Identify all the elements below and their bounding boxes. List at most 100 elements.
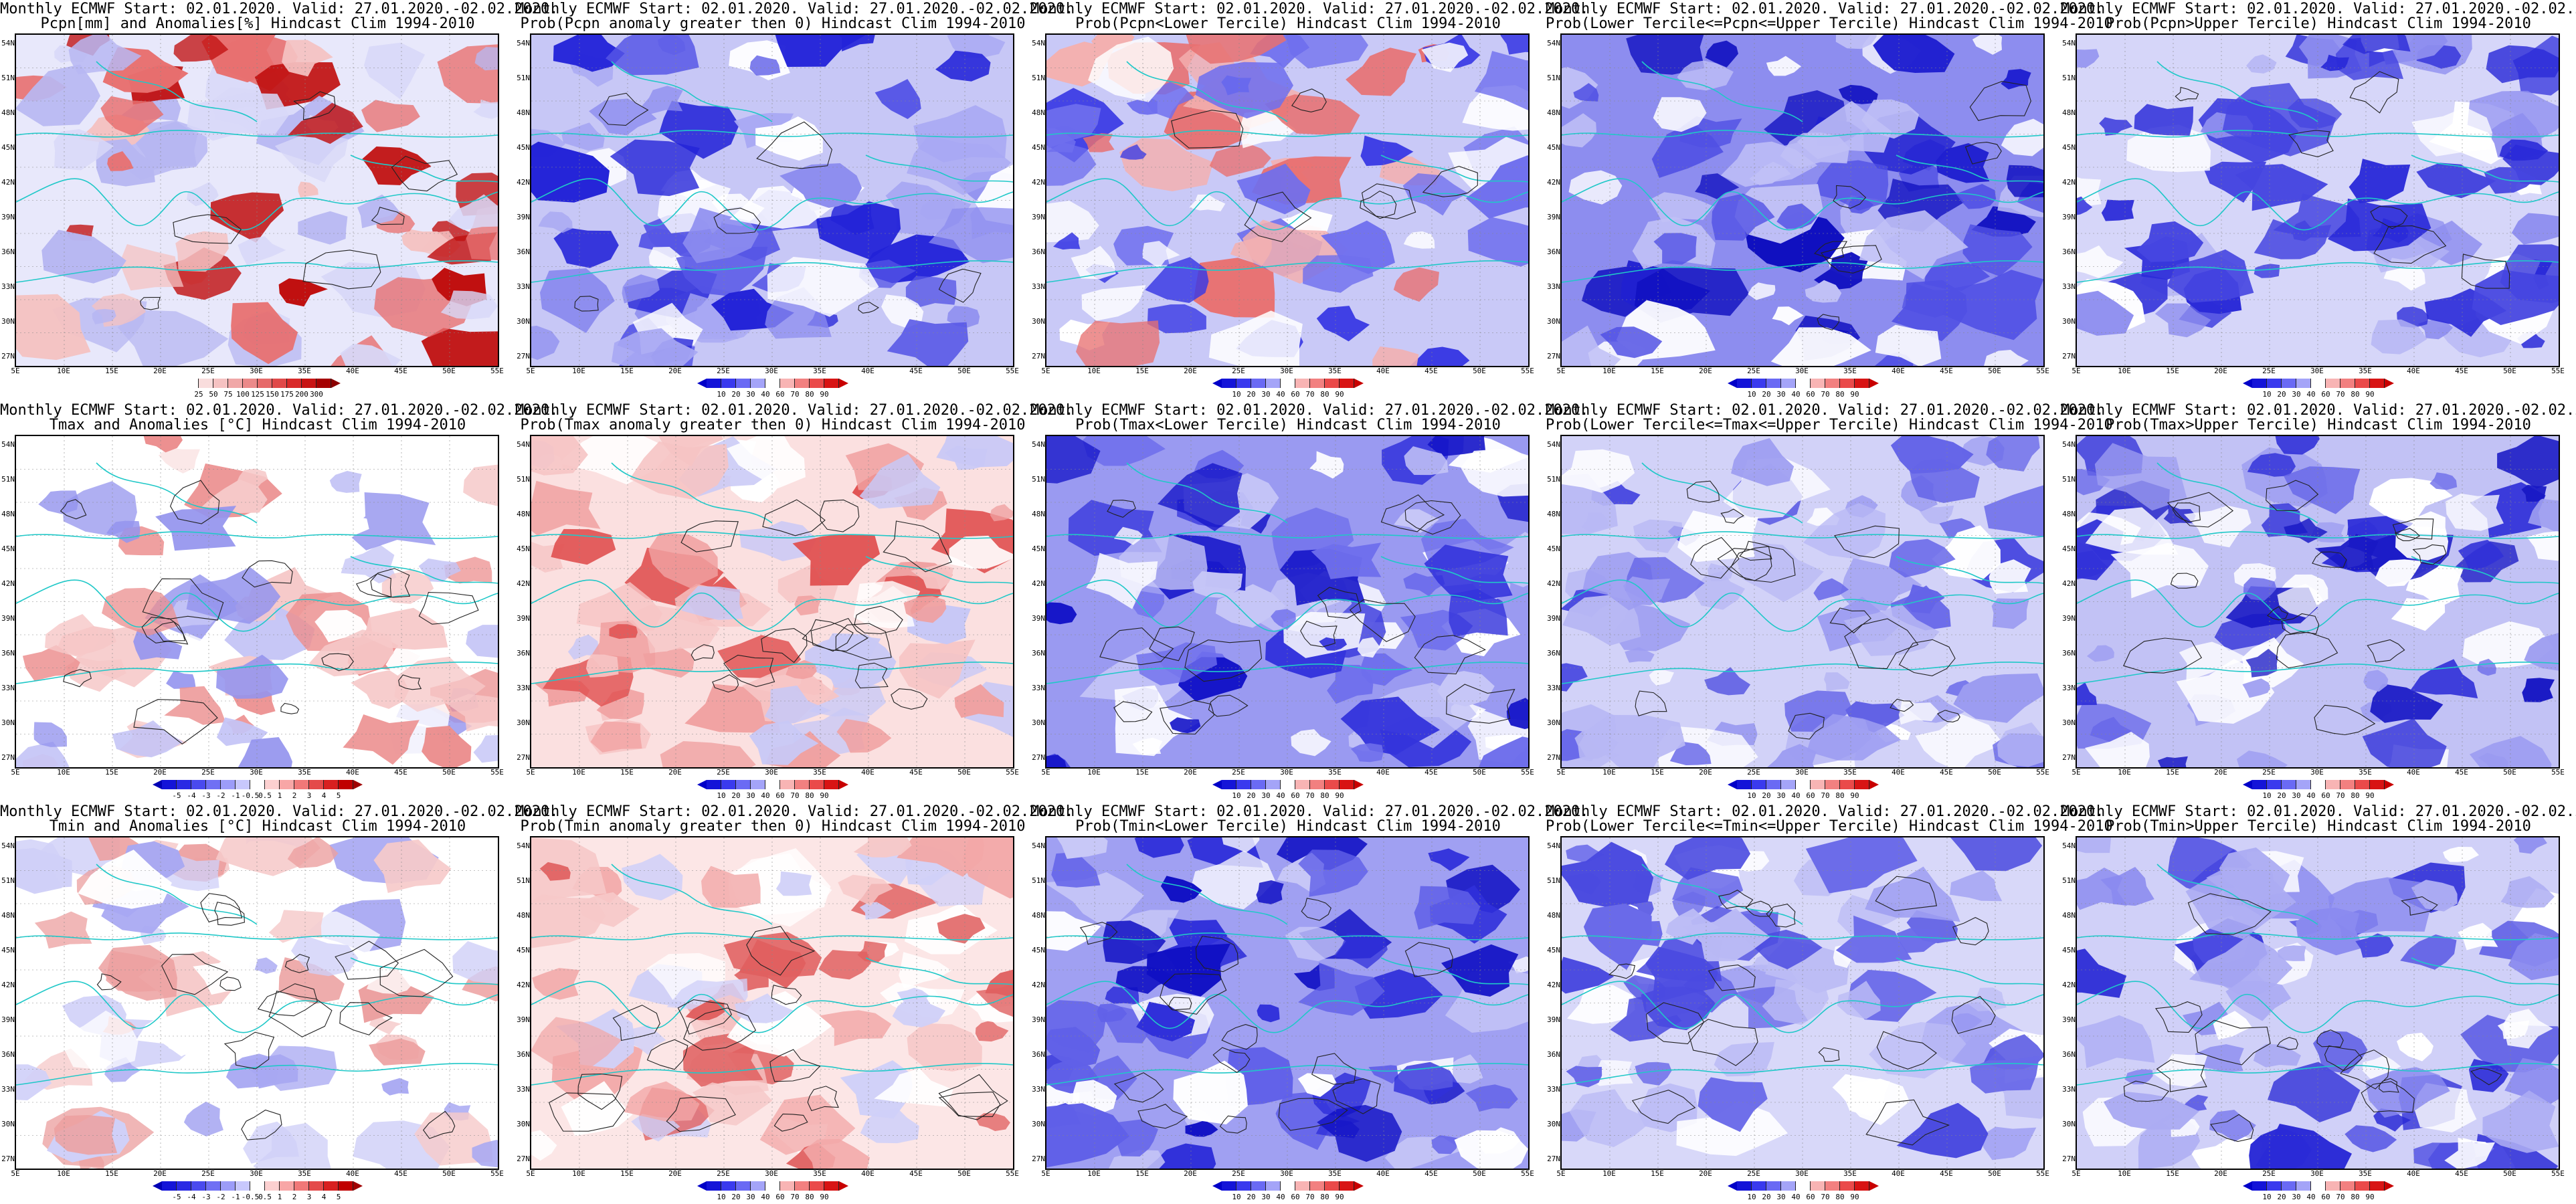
- lat-tick-label: 48N: [1547, 510, 1560, 518]
- lon-tick-label: 35E: [2359, 1169, 2372, 1178]
- lat-tick-label: 51N: [1, 876, 15, 885]
- colorbar-segment: [780, 780, 795, 789]
- colorbar-label: 20: [2277, 1193, 2286, 1201]
- contour-lines: [549, 926, 1008, 1132]
- panel-title-line2: Tmin and Anomalies [°C] Hindcast Clim 19…: [49, 818, 466, 835]
- lon-tick-label: 40E: [861, 768, 875, 777]
- lon-tick-label: 15E: [620, 768, 634, 777]
- colorbar-label: 80: [1320, 390, 1329, 399]
- lon-tick-label: 25E: [1232, 1169, 1245, 1178]
- field-shading: [531, 35, 1013, 366]
- colorbar-label: 200: [295, 390, 308, 399]
- field-shading: [531, 837, 1013, 1169]
- lon-tick-label: 35E: [298, 768, 311, 777]
- colorbar-segment: [1325, 780, 1340, 789]
- lat-tick-label: 45N: [2062, 544, 2076, 553]
- colorbar-label: -3: [201, 1193, 211, 1201]
- lon-tick-label: 30E: [765, 1169, 778, 1178]
- lon-tick-label: 50E: [957, 1169, 971, 1178]
- coastline-borders: [531, 462, 1013, 684]
- colorbar-segment: [2252, 1181, 2267, 1191]
- colorbar-segment: [280, 780, 294, 789]
- lat-tick-label: 33N: [1547, 1085, 1560, 1094]
- colorbar-segment: [721, 379, 736, 388]
- lon-tick-label: 45E: [1424, 768, 1438, 777]
- lat-tick-label: 33N: [517, 1085, 530, 1094]
- colorbar-high-arrow: [2385, 780, 2394, 789]
- colorbar: [697, 780, 848, 789]
- map-area: [530, 836, 1014, 1170]
- lat-tick-label: 27N: [2062, 1155, 2076, 1163]
- colorbar-segment: [2282, 1181, 2296, 1191]
- colorbar-label: 90: [1850, 390, 1859, 399]
- lat-tick-label: 30N: [1547, 1120, 1560, 1128]
- colorbar-label: 70: [1305, 791, 1315, 800]
- lon-tick-label: 15E: [105, 1169, 118, 1178]
- panel-title-line2: Prob(Pcpn<Lower Tercile) Hindcast Clim 1…: [1075, 15, 1501, 32]
- contour-lines: [96, 893, 456, 1140]
- lat-tick-label: 48N: [1, 108, 15, 117]
- colorbar-segment: [339, 780, 353, 789]
- lat-tick-label: 27N: [1547, 352, 1560, 361]
- colorbar-label: 70: [790, 1193, 800, 1201]
- colorbar-low-arrow: [1728, 780, 1737, 789]
- lon-tick-label: 5E: [2072, 768, 2081, 777]
- colorbar: [1212, 379, 1364, 388]
- map-area: [1045, 435, 1530, 769]
- colorbar-segment: [1222, 780, 1236, 789]
- lon-tick-label: 35E: [298, 1169, 311, 1178]
- lat-tick-label: 51N: [2062, 876, 2076, 885]
- panel-title-line1: Monthly ECMWF Start: 02.01.2020. Valid: …: [1546, 803, 2104, 820]
- contour-lines: [2123, 480, 2447, 736]
- colorbar-segment: [2326, 780, 2340, 789]
- colorbar: [175, 379, 341, 388]
- panel-title-line2: Prob(Lower Tercile<=Tmax<=Upper Tercile)…: [1546, 417, 2113, 433]
- colorbar-segment: [324, 1181, 339, 1191]
- lat-tick-label: 30N: [1, 1120, 15, 1128]
- lon-tick-label: 55E: [2036, 1169, 2049, 1178]
- colorbar-segment: [1737, 379, 1752, 388]
- colorbar-label: 20: [1762, 1193, 1771, 1201]
- panel-title-line2: Prob(Lower Tercile<=Pcpn<=Upper Tercile)…: [1546, 15, 2113, 32]
- colorbar-segment: [265, 780, 280, 789]
- graticule: [2077, 436, 2559, 767]
- lon-tick-label: 45E: [1424, 1169, 1438, 1178]
- colorbar-segment: [1825, 1181, 1840, 1191]
- lon-tick-label: 30E: [2310, 367, 2324, 375]
- colorbar-segment: [1781, 379, 1796, 388]
- lon-tick-label: 15E: [2166, 768, 2179, 777]
- colorbar-label: 20: [1247, 791, 1256, 800]
- colorbar-segment: [1766, 379, 1781, 388]
- lat-tick-label: 54N: [1032, 39, 1045, 47]
- colorbar-segment: [1340, 1181, 1354, 1191]
- colorbar-high-arrow: [1869, 1181, 1879, 1191]
- colorbar-label: 300: [310, 390, 323, 399]
- colorbar-label: 60: [2321, 791, 2330, 800]
- colorbar-segment: [1295, 780, 1310, 789]
- colorbar-label: 80: [1835, 791, 1845, 800]
- colorbar-segment: [795, 379, 810, 388]
- lon-tick-label: 25E: [2262, 768, 2276, 777]
- colorbar-label: 2: [292, 1193, 297, 1201]
- lat-tick-label: 45N: [1032, 544, 1045, 553]
- lat-tick-label: 27N: [517, 753, 530, 762]
- lon-tick-label: 50E: [2503, 768, 2516, 777]
- colorbar-label: 70: [1305, 1193, 1315, 1201]
- colorbar-segment: [250, 1181, 265, 1191]
- lon-tick-label: 5E: [1556, 1169, 1566, 1178]
- map-panel: Monthly ECMWF Start: 02.01.2020. Valid: …: [1546, 803, 2113, 1204]
- colorbar-label: 10: [1747, 791, 1756, 800]
- lon-tick-label: 45E: [1424, 367, 1438, 375]
- map-panel: Monthly ECMWF Start: 02.01.2020. Valid: …: [1030, 0, 1588, 401]
- colorbar-label: 40: [2306, 791, 2316, 800]
- map-panel: Monthly ECMWF Start: 02.01.2020. Valid: …: [0, 401, 558, 803]
- map-panel: Monthly ECMWF Start: 02.01.2020. Valid: …: [1546, 0, 2113, 401]
- lat-tick-label: 42N: [1032, 981, 1045, 989]
- lat-tick-label: 54N: [1032, 440, 1045, 449]
- lon-tick-label: 20E: [1699, 1169, 1712, 1178]
- colorbar-segment: [1752, 780, 1766, 789]
- colorbar-label: 2: [292, 791, 297, 800]
- lon-tick-label: 25E: [1747, 768, 1760, 777]
- map-panel: Monthly ECMWF Start: 02.01.2020. Valid: …: [1030, 401, 1588, 803]
